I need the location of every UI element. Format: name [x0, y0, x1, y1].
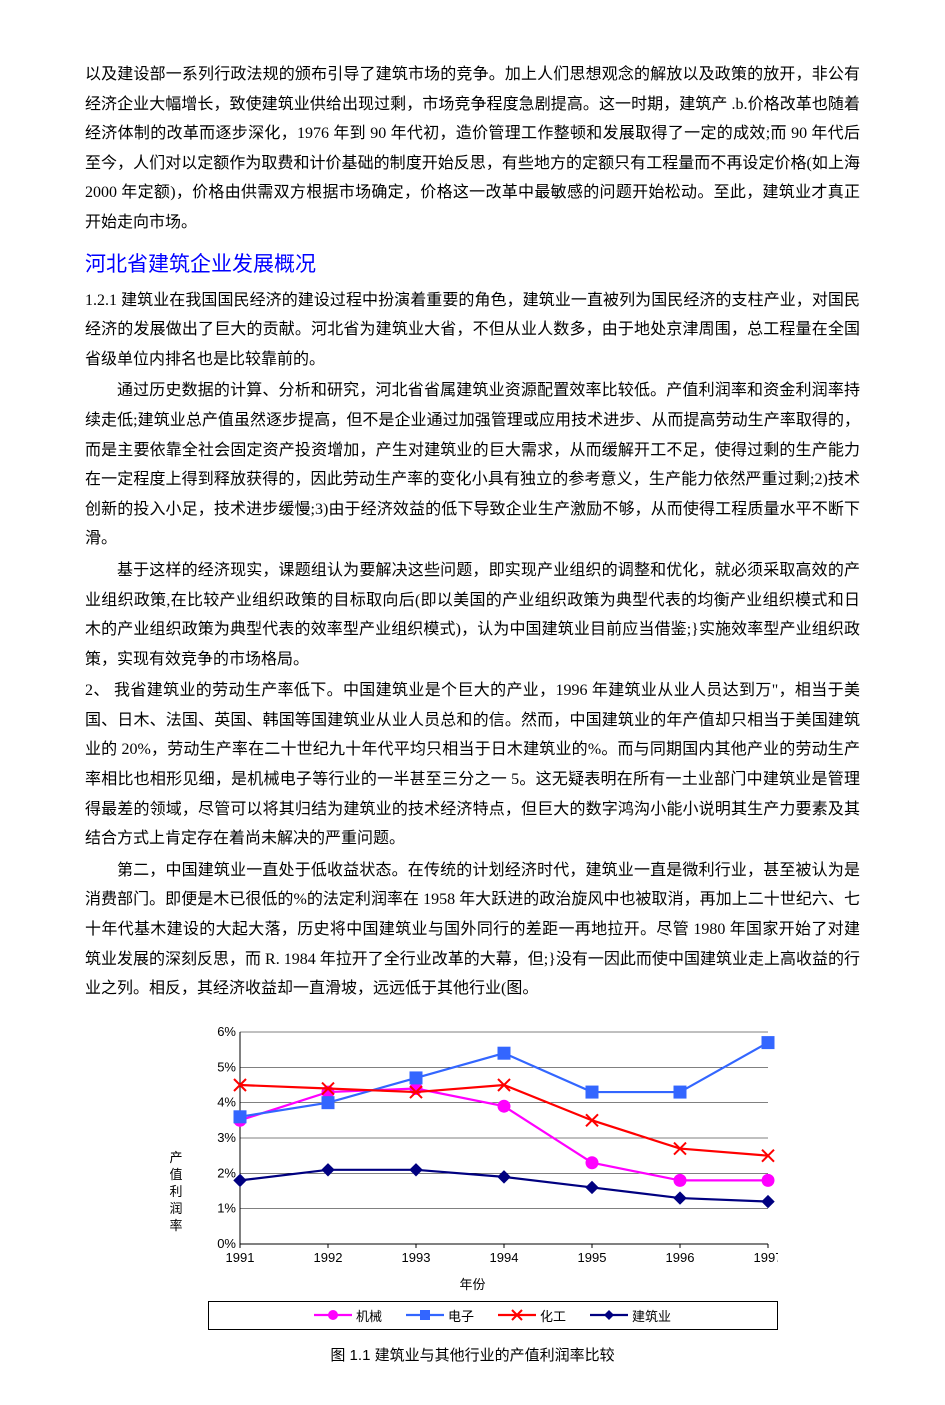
svg-text:2%: 2% — [217, 1165, 236, 1180]
paragraph-1: 以及建设部一系列行政法规的颁布引导了建筑市场的竞争。加上人们思想观念的解放以及政… — [85, 60, 860, 238]
svg-text:1993: 1993 — [401, 1250, 430, 1265]
svg-text:1%: 1% — [217, 1200, 236, 1215]
legend-item-建筑业: 建筑业 — [590, 1306, 671, 1325]
svg-text:1997: 1997 — [753, 1250, 777, 1265]
paragraph-6: 第二，中国建筑业一直处于低收益状态。在传统的计划经济时代，建筑业一直是微利行业，… — [85, 856, 860, 1004]
section-heading: 河北省建筑企业发展概况 — [85, 248, 860, 278]
svg-text:4%: 4% — [217, 1094, 236, 1109]
legend-item-电子: 电子 — [406, 1306, 474, 1325]
paragraph-3: 通过历史数据的计算、分析和研究，河北省省属建筑业资源配置效率比较低。产值利润率和… — [85, 376, 860, 554]
svg-text:1994: 1994 — [489, 1250, 518, 1265]
legend-label: 化工 — [540, 1306, 566, 1325]
legend-item-化工: 化工 — [498, 1306, 566, 1325]
chart-figure: 产值利润率 0% 1% 2% 3% 4% 5% 6% 1991 1992 1993 1994 1995… — [168, 1022, 778, 1365]
paragraph-5: 2、 我省建筑业的劳动生产率低下。中国建筑业是个巨大的产业，1996 年建筑业从… — [85, 676, 860, 854]
svg-text:0%: 0% — [217, 1236, 236, 1251]
legend-item-机械: 机械 — [314, 1306, 382, 1325]
paragraph-2: 1.2.1 建筑业在我国国民经济的建设过程中扮演着重要的角色，建筑业一直被列为国… — [85, 286, 860, 375]
svg-text:6%: 6% — [217, 1024, 236, 1039]
svg-text:1996: 1996 — [665, 1250, 694, 1265]
chart-plot-area: 0% 1% 2% 3% 4% 5% 6% 1991 1992 1993 1994 1995 1996 19… — [208, 1022, 778, 1272]
legend-label: 建筑业 — [632, 1306, 671, 1325]
chart-caption: 图 1.1 建筑业与其他行业的产值利润率比较 — [168, 1344, 778, 1365]
chart-y-axis-title: 产值利润率 — [166, 1151, 185, 1236]
svg-text:1991: 1991 — [225, 1250, 254, 1265]
svg-text:5%: 5% — [217, 1059, 236, 1074]
legend-label: 电子 — [448, 1306, 474, 1325]
svg-text:3%: 3% — [217, 1130, 236, 1145]
paragraph-4: 基于这样的经济现实，课题组认为要解决这些问题，即实现产业组织的调整和优化，就必须… — [85, 556, 860, 674]
svg-text:1995: 1995 — [577, 1250, 606, 1265]
chart-legend: 机械 电子 化工 建筑业 — [208, 1301, 778, 1330]
legend-label: 机械 — [356, 1306, 382, 1325]
svg-text:1992: 1992 — [313, 1250, 342, 1265]
chart-svg: 0% 1% 2% 3% 4% 5% 6% 1991 1992 1993 1994 1995 1996 19… — [208, 1022, 778, 1272]
chart-x-axis-title: 年份 — [168, 1274, 778, 1293]
